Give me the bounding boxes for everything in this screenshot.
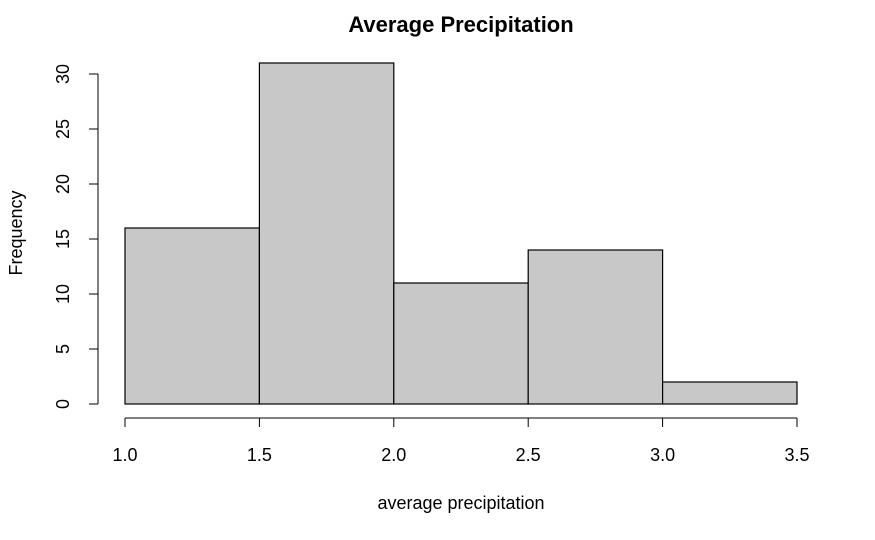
- y-tick-label-6: 30: [53, 64, 73, 84]
- histogram-bar-4: [661, 381, 798, 405]
- y-tick-label-4: 20: [53, 174, 73, 194]
- y-axis: 0 5 10 15 20 25 30: [53, 64, 99, 409]
- histogram-bar-1: [258, 62, 395, 405]
- x-tick-label-0: 1.0: [112, 445, 137, 465]
- x-axis: 1.0 1.5 2.0 2.5 3.0 3.5: [112, 417, 810, 465]
- x-tick-label-5: 3.5: [784, 445, 809, 465]
- y-axis-label: Frequency: [6, 190, 26, 275]
- x-axis-label: average precipitation: [377, 493, 544, 513]
- y-tick-label-2: 10: [53, 284, 73, 304]
- x-tick-label-3: 2.5: [516, 445, 541, 465]
- x-tick-label-2: 2.0: [381, 445, 406, 465]
- histogram-bar-3: [527, 249, 664, 405]
- chart-title: Average Precipitation: [348, 12, 573, 37]
- y-tick-label-3: 15: [53, 229, 73, 249]
- y-tick-label-5: 25: [53, 119, 73, 139]
- y-tick-label-1: 5: [53, 344, 73, 354]
- histogram-bar-2: [393, 282, 529, 405]
- x-tick-label-1: 1.5: [247, 445, 272, 465]
- x-tick-label-4: 3.0: [650, 445, 675, 465]
- bars-group: [124, 62, 798, 405]
- histogram-bar-0: [124, 227, 260, 405]
- y-tick-label-0: 0: [53, 399, 73, 409]
